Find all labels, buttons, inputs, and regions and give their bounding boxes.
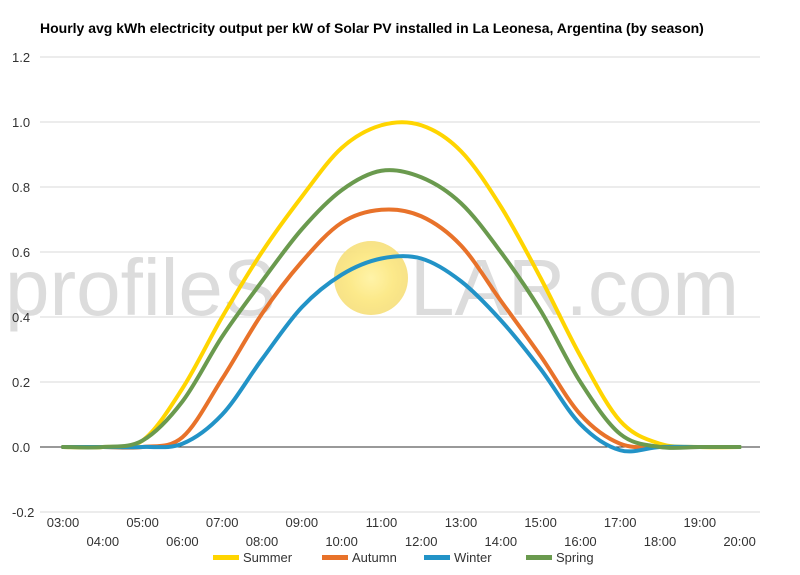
x-tick-label: 15:00: [524, 515, 557, 530]
y-tick-label: 1.0: [12, 115, 30, 130]
x-tick-label: 12:00: [405, 534, 438, 549]
x-tick-label: 16:00: [564, 534, 597, 549]
y-tick-label: -0.2: [12, 505, 34, 520]
x-tick-label: 06:00: [166, 534, 199, 549]
legend: Summer Autumn Winter Spring: [213, 550, 594, 565]
series-line-spring: [61, 168, 742, 450]
x-tick-label: 20:00: [723, 534, 756, 549]
legend-swatch-spring: [526, 555, 552, 560]
y-tick-label: 1.2: [12, 50, 30, 65]
y-tick-label: 0.4: [12, 310, 30, 325]
x-tick-label: 05:00: [126, 515, 159, 530]
y-tick-label: 0.2: [12, 375, 30, 390]
legend-swatch-autumn: [322, 555, 348, 560]
y-axis: -0.2 0.0 0.2 0.4 0.6 0.8 1.0 1.2: [12, 50, 34, 520]
y-tick-label: 0.8: [12, 180, 30, 195]
legend-label-winter: Winter: [454, 550, 492, 565]
legend-swatch-winter: [424, 555, 450, 560]
x-tick-label: 17:00: [604, 515, 637, 530]
y-tick-label: 0.6: [12, 245, 30, 260]
series-line-autumn: [61, 207, 742, 450]
legend-label-autumn: Autumn: [352, 550, 397, 565]
x-tick-label: 08:00: [246, 534, 279, 549]
watermark-text-right: LAR.com: [410, 243, 739, 332]
x-tick-label: 09:00: [286, 515, 319, 530]
series-line-winter: [61, 254, 742, 454]
x-tick-label: 14:00: [485, 534, 518, 549]
x-tick-label: 07:00: [206, 515, 239, 530]
legend-label-spring: Spring: [556, 550, 594, 565]
x-tick-label: 03:00: [47, 515, 80, 530]
x-tick-label: 13:00: [445, 515, 478, 530]
chart-title: Hourly avg kWh electricity output per kW…: [40, 20, 704, 36]
series-line-summer: [61, 120, 742, 450]
watermark-sun-icon: [334, 241, 408, 315]
series-lines: [61, 120, 742, 454]
x-tick-label: 18:00: [644, 534, 677, 549]
watermark: profileS LAR.com: [5, 241, 739, 332]
y-tick-label: 0.0: [12, 440, 30, 455]
x-tick-label: 10:00: [325, 534, 358, 549]
x-axis: 03:00 04:00 05:00 06:00 07:00 08:00 09:00 10:00…: [47, 515, 756, 549]
x-tick-label: 11:00: [366, 515, 398, 530]
x-tick-label: 19:00: [684, 515, 717, 530]
watermark-text-left: profileS: [5, 243, 276, 332]
legend-label-summer: Summer: [243, 550, 293, 565]
legend-swatch-summer: [213, 555, 239, 560]
x-tick-label: 04:00: [87, 534, 120, 549]
